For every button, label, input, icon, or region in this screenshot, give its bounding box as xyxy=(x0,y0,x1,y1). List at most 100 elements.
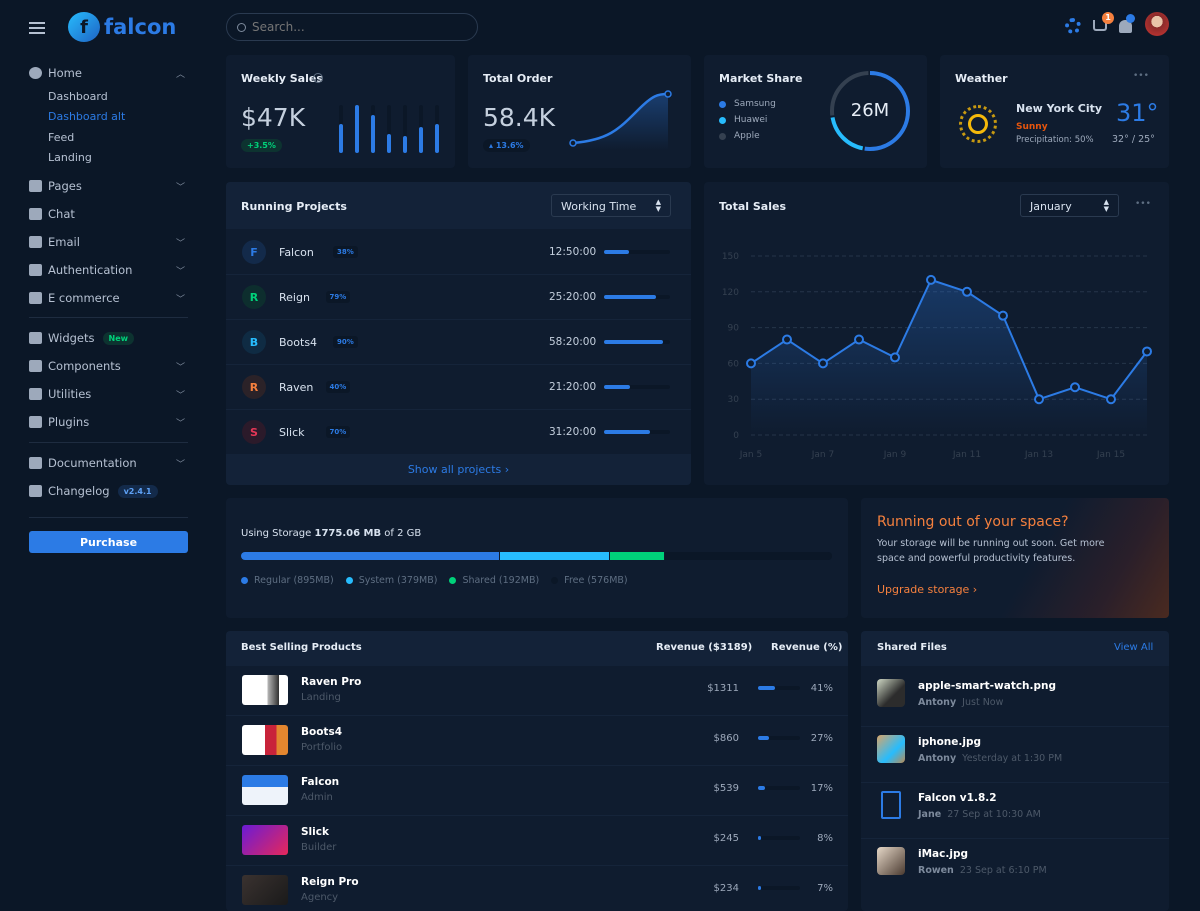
pages-icon xyxy=(29,180,42,192)
file-name[interactable]: iphone.jpg xyxy=(918,736,982,748)
project-row[interactable]: R Raven 40% 21:20:00 xyxy=(226,365,691,410)
upgrade-storage-link[interactable]: Upgrade storage › xyxy=(877,583,978,596)
product-row[interactable]: Reign Pro Agency $234 7% xyxy=(226,866,848,911)
weekly-sales-bar xyxy=(355,105,359,153)
storage-segment xyxy=(241,552,501,560)
file-name[interactable]: Falcon v1.8.2 xyxy=(918,792,997,804)
project-progress xyxy=(604,250,670,254)
project-row[interactable]: S Slick 70% 31:20:00 xyxy=(226,410,691,455)
product-row[interactable]: Falcon Admin $539 17% xyxy=(226,766,848,816)
card-title: Running Projects xyxy=(241,200,347,213)
project-name[interactable]: Slick xyxy=(279,426,305,439)
gear-icon[interactable] xyxy=(1065,18,1081,34)
file-user: Rowen xyxy=(918,865,954,876)
product-name[interactable]: Falcon xyxy=(301,776,340,788)
cart-icon xyxy=(29,292,42,304)
user-avatar[interactable] xyxy=(1145,12,1169,36)
project-name[interactable]: Raven xyxy=(279,381,314,394)
sidebar-item-chat[interactable]: Chat xyxy=(29,204,189,224)
file-time: Yesterday at 1:30 PM xyxy=(962,753,1063,764)
sidebar-item-widgets[interactable]: Widgets New xyxy=(29,328,189,348)
month-select[interactable]: January ▲ ▼ xyxy=(1020,194,1119,217)
sidebar-subitem[interactable]: Dashboard xyxy=(48,90,108,103)
sidebar-subitem[interactable]: Feed xyxy=(48,130,75,144)
product-name[interactable]: Slick xyxy=(301,826,329,838)
search-input[interactable] xyxy=(252,20,452,34)
plug-icon xyxy=(29,416,42,428)
sidebar-item-pages[interactable]: Pages ﹀ xyxy=(29,176,189,196)
project-row[interactable]: R Reign 79% 25:20:00 xyxy=(226,275,691,320)
divider xyxy=(29,517,188,518)
bar-track xyxy=(403,105,407,153)
brand-logo[interactable]: f falcon xyxy=(68,12,176,42)
project-avatar: R xyxy=(242,285,266,309)
sidebar-item-home[interactable]: Home ︿ xyxy=(29,63,189,83)
storage-legend-item: Free (576MB) xyxy=(551,575,628,586)
bell-icon[interactable] xyxy=(1119,20,1132,33)
info-icon[interactable] xyxy=(313,73,323,83)
weekly-sales-card: Weekly Sales $47K +3.5% xyxy=(226,55,455,168)
sidebar-subitem[interactable]: Dashboard alt xyxy=(48,110,126,124)
legend-label: Regular (895MB) xyxy=(254,575,334,586)
purchase-button[interactable]: Purchase xyxy=(29,531,188,553)
sidebar-item-changelog[interactable]: Changelog v2.4.1 xyxy=(29,481,189,501)
x-tick-label: Jan 13 xyxy=(1024,450,1053,460)
legend-dot xyxy=(719,132,726,140)
sidebar-item-utilities[interactable]: Utilities ﹀ xyxy=(29,384,189,404)
sidebar-item-components[interactable]: Components ﹀ xyxy=(29,356,189,376)
column-header-revenue-percent[interactable]: Revenue (%) xyxy=(771,642,843,653)
weather-city: New York City xyxy=(1016,102,1103,115)
falcon-logo-icon: f xyxy=(68,12,100,42)
file-name[interactable]: apple-smart-watch.png xyxy=(918,680,1057,692)
legend-item: Apple xyxy=(719,131,760,141)
card-title: Market Share xyxy=(719,72,803,85)
running-projects-card: Running Projects Working Time ▲ ▼ F Falcon… xyxy=(226,182,691,485)
project-avatar: B xyxy=(242,330,266,354)
file-time: 27 Sep at 10:30 AM xyxy=(947,809,1041,820)
show-all-projects-link[interactable]: Show all projects › xyxy=(407,463,510,476)
sidebar-item-documentation[interactable]: Documentation ﹀ xyxy=(29,453,189,473)
project-name[interactable]: Falcon xyxy=(279,246,314,259)
product-name[interactable]: Raven Pro xyxy=(301,676,362,688)
file-name[interactable]: iMac.jpg xyxy=(918,848,968,860)
shared-file-item[interactable]: iphone.jpg Antony Yesterday at 1:30 PM xyxy=(861,727,1169,783)
weather-precipitation: Precipitation: 50% xyxy=(1016,135,1094,145)
product-category: Portfolio xyxy=(301,742,343,753)
project-row[interactable]: F Falcon 38% 12:50:00 xyxy=(226,230,691,275)
search-box[interactable] xyxy=(226,13,478,41)
shared-file-item[interactable]: Falcon v1.8.2 Jane 27 Sep at 10:30 AM xyxy=(861,783,1169,839)
sidebar-item-e-commerce[interactable]: E commerce ﹀ xyxy=(29,288,189,308)
storage-legend-item: Shared (192MB) xyxy=(449,575,539,586)
product-thumbnail xyxy=(242,675,288,705)
sidebar-item-email[interactable]: Email ﹀ xyxy=(29,232,189,252)
menu-toggle-icon[interactable] xyxy=(29,22,45,34)
more-options-icon[interactable]: ••• xyxy=(1133,71,1149,81)
project-name[interactable]: Boots4 xyxy=(279,336,318,349)
project-row[interactable]: B Boots4 90% 58:20:00 xyxy=(226,320,691,365)
project-name[interactable]: Reign xyxy=(279,291,310,304)
view-all-link[interactable]: View All xyxy=(1114,642,1154,653)
working-time-select[interactable]: Working Time ▲ ▼ xyxy=(551,194,671,217)
weekly-sales-bar xyxy=(371,114,375,153)
product-name[interactable]: Reign Pro xyxy=(301,876,359,888)
product-row[interactable]: Raven Pro Landing $1311 41% xyxy=(226,666,848,716)
sidebar-item-authentication[interactable]: Authentication ﹀ xyxy=(29,260,189,280)
shared-file-item[interactable]: apple-smart-watch.png Antony Just Now xyxy=(861,671,1169,727)
product-category: Agency xyxy=(301,892,339,903)
change-badge: +3.5% xyxy=(241,139,282,152)
sidebar-item-plugins[interactable]: Plugins ﹀ xyxy=(29,412,189,432)
weekly-sales-bar xyxy=(339,124,343,153)
storage-segment xyxy=(609,552,666,560)
sales-area xyxy=(751,279,1147,435)
project-percent-badge: 38% xyxy=(333,246,358,258)
cart-icon[interactable] xyxy=(1093,20,1107,31)
shared-file-item[interactable]: iMac.jpg Rowen 23 Sep at 6:10 PM xyxy=(861,839,1169,895)
product-name[interactable]: Boots4 xyxy=(301,726,343,738)
product-row[interactable]: Boots4 Portfolio $860 27% xyxy=(226,716,848,766)
column-header-revenue[interactable]: Revenue ($3189) xyxy=(656,642,753,653)
more-options-icon[interactable]: ••• xyxy=(1135,199,1151,209)
sidebar-subitem[interactable]: Landing xyxy=(48,150,92,164)
total-order-card: Total Order 58.4K ▴ 13.6% xyxy=(468,55,691,168)
legend-label: Free (576MB) xyxy=(564,575,628,586)
product-row[interactable]: Slick Builder $245 8% xyxy=(226,816,848,866)
